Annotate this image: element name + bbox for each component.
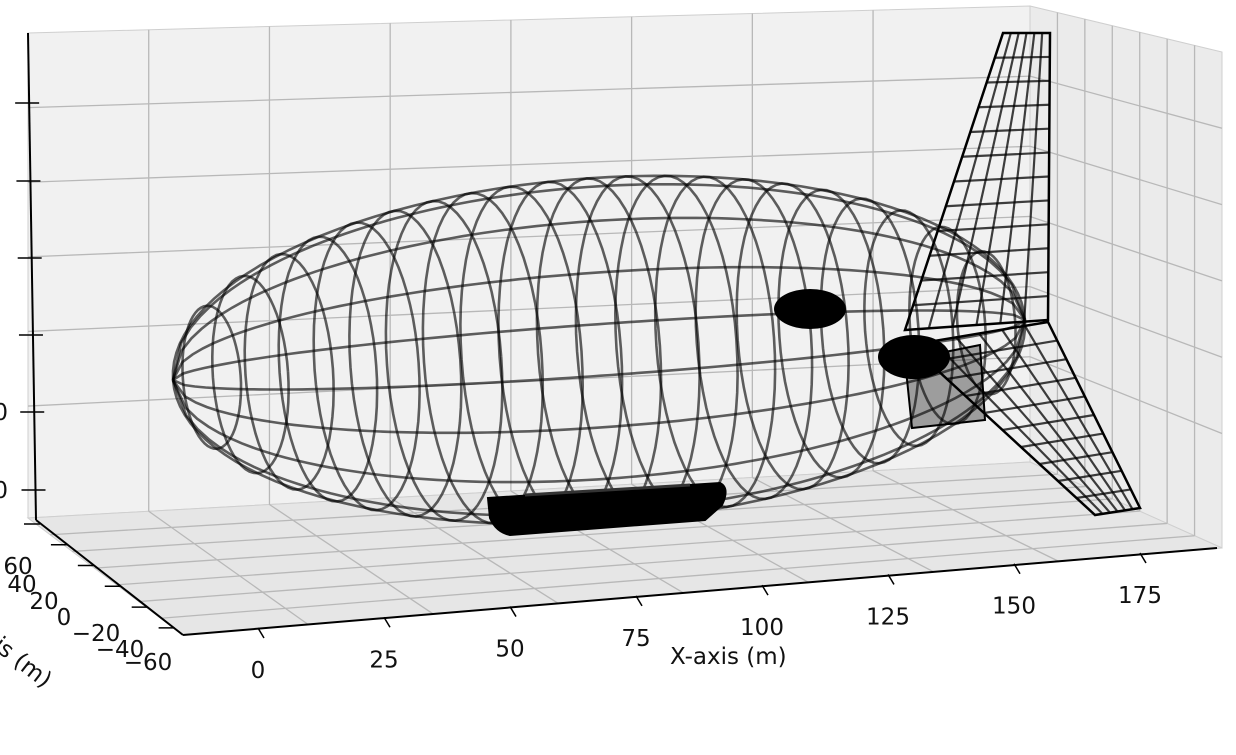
fin-root-block [903, 343, 987, 430]
hull-ring [819, 197, 921, 465]
hull-longitude [172, 309, 1026, 382]
z-tick-label: 0 [0, 400, 8, 426]
engine-pod-lower [878, 335, 950, 379]
grid-line [27, 145, 1031, 183]
gondola [486, 481, 727, 537]
x-tick-label: 50 [495, 637, 524, 663]
back-pane [27, 5, 1031, 519]
grid-line [138, 522, 1168, 603]
x-axis-title: X-axis (m) [670, 644, 787, 670]
hull-ring [210, 274, 290, 475]
hull-ring [243, 252, 335, 491]
z-axis-line [27, 32, 37, 521]
y-tick-label: 0 [57, 605, 72, 631]
hull-ring [908, 225, 988, 426]
grid-line [1029, 215, 1223, 282]
x-tick-mark [383, 616, 391, 628]
x-tick-mark [635, 595, 643, 607]
hull-ring [277, 235, 379, 503]
grid-line [872, 470, 1060, 563]
hull-longitude [171, 183, 1027, 381]
y-tick-label: −20 [72, 621, 121, 647]
hull-longitude [171, 265, 1027, 381]
x-tick-label: 75 [621, 626, 650, 652]
y-tick-label: 40 [7, 572, 36, 598]
grid-line [94, 498, 1113, 569]
tail-fins [903, 31, 1142, 517]
grid-line [27, 75, 1031, 109]
gondola-highlight [524, 483, 691, 497]
fin-spar [951, 32, 1020, 327]
x-tick-label: 150 [992, 594, 1036, 620]
fin-spar [927, 32, 1012, 329]
grid-line [269, 503, 434, 615]
x-tick-mark [887, 574, 895, 585]
grid-line [1029, 145, 1223, 206]
grid-line [752, 476, 935, 573]
fin-spar [1001, 329, 1126, 511]
grid-line [116, 510, 1140, 586]
hull-ring [312, 221, 421, 512]
fin-spar [978, 332, 1119, 513]
x-tick-mark [509, 606, 517, 617]
y-axis-line [35, 519, 184, 636]
grid-line [160, 535, 1195, 619]
hull-longitude [171, 319, 1027, 484]
x-tick-mark [257, 627, 265, 639]
fin-spar [999, 32, 1036, 324]
grid-line [27, 215, 1031, 258]
hull-ring [384, 199, 504, 523]
hull-longitude [171, 216, 1027, 381]
x-tick-label: 100 [740, 615, 784, 641]
z-ticks: 00 [0, 102, 46, 504]
y-tick-label: −60 [124, 650, 173, 676]
fin-spar [1023, 32, 1044, 322]
z-tick-label: 0 [0, 478, 8, 504]
x-tick-mark [1013, 563, 1021, 575]
grid-line [1029, 356, 1223, 435]
y-tick-label: −40 [96, 637, 145, 663]
fin-spar [1024, 325, 1134, 510]
grid-line [1029, 75, 1223, 129]
hull-ring [348, 209, 463, 518]
x-tick-label: 0 [251, 658, 266, 684]
x-tick-label: 125 [866, 604, 910, 630]
x-tick-label: 25 [369, 647, 398, 673]
grid-line [148, 510, 309, 626]
y-tick-label: 20 [29, 589, 58, 615]
x-ticks: 0 25 50 75 100 125 150 175 [251, 552, 1162, 684]
engine-pod-upper [774, 289, 846, 329]
y-tick-label: 60 [3, 554, 32, 580]
hull-longitude [171, 319, 1027, 435]
x-tick-mark [1139, 552, 1147, 564]
hull-ring [653, 175, 777, 509]
x-tick-mark [761, 584, 769, 596]
fin-spar [932, 340, 1104, 515]
grid-line [1029, 286, 1223, 358]
hull-ring [694, 177, 814, 501]
fin-spar [975, 32, 1028, 326]
side-pane [1029, 5, 1223, 549]
hull-ring [955, 249, 1017, 396]
y-axis-title: is (m) [0, 632, 56, 693]
x-tick-label: 175 [1118, 583, 1162, 609]
x-axis-line [182, 547, 1218, 636]
hull-ring [777, 188, 886, 479]
hull-ring [735, 182, 850, 491]
